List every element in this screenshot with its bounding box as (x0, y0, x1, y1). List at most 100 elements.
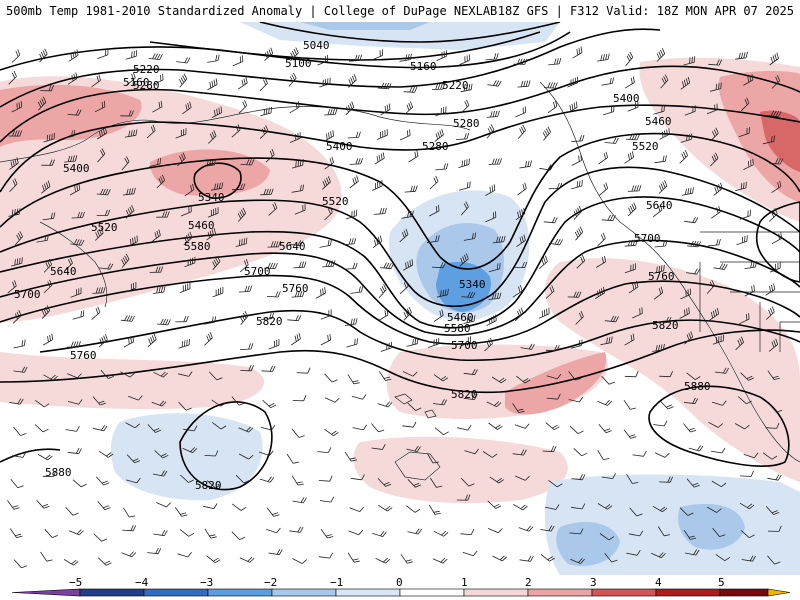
wind-barb (624, 239, 638, 247)
wind-barb (431, 261, 446, 269)
wind-barb (771, 75, 781, 89)
anomaly-map: 5040 5100 5160 5160 5220 5220 5280 5280 … (0, 22, 800, 575)
wind-barb (11, 49, 21, 63)
contour-label: 5640 (50, 265, 77, 278)
wind-barb (545, 422, 560, 431)
wind-barb (545, 285, 555, 299)
wind-barb (374, 152, 385, 165)
colorbar-tick: −2 (264, 576, 277, 589)
wind-barb (739, 313, 750, 325)
contour-label: 5760 (648, 270, 675, 283)
colorbar-tick-labels: −5 −4 −3 −2 −1 0 1 2 3 4 5 (69, 576, 725, 589)
wind-barb (512, 285, 523, 298)
colorbar-swatch (143, 588, 209, 597)
wind-barb (487, 528, 503, 534)
wind-barb (260, 188, 274, 196)
wind-barb (122, 525, 137, 532)
wind-barb (762, 135, 775, 145)
wind-barb (595, 255, 606, 268)
wind-barb (519, 555, 534, 562)
wind-barb (15, 231, 23, 246)
wind-barb (654, 155, 667, 164)
wind-barb (741, 555, 756, 562)
wind-barb (8, 70, 17, 85)
wind-barb (706, 279, 715, 294)
wind-barb (288, 72, 297, 87)
wind-barb (461, 291, 476, 298)
wind-barb (290, 47, 299, 62)
wind-barb (597, 53, 610, 62)
wind-barb (679, 149, 688, 164)
wind-barb (734, 423, 750, 430)
wind-barb (372, 530, 387, 537)
wind-barb (97, 557, 112, 566)
wind-barb (600, 336, 613, 346)
wind-barb (289, 101, 300, 114)
wind-barb (433, 374, 449, 382)
wind-barb (570, 558, 585, 564)
wind-barb (652, 505, 668, 513)
wind-barb (9, 178, 18, 193)
wind-barb (625, 51, 634, 66)
wind-barb (436, 288, 449, 298)
wind-barb (491, 376, 507, 384)
wind-barb (120, 315, 135, 322)
contour-label: 5220 (133, 63, 160, 76)
wind-barb (296, 367, 311, 374)
wind-barb (624, 76, 635, 89)
wind-barb (178, 73, 188, 88)
wind-barb (211, 106, 223, 118)
wind-barb (63, 129, 76, 139)
wind-barb (176, 57, 191, 64)
map-title: 500mb Temp 1981-2010 Standardized Anomal… (6, 4, 498, 18)
wind-barb (571, 134, 585, 142)
wind-barb (152, 100, 163, 113)
colorbar-tick: 1 (461, 576, 468, 589)
wind-barb (597, 232, 606, 247)
wind-barb (265, 148, 275, 163)
wind-barb (680, 133, 693, 143)
wind-barb (212, 422, 227, 430)
contour-label: 5760 (70, 349, 97, 362)
wind-barb (260, 312, 274, 320)
wind-barb (542, 445, 557, 453)
wind-barb (348, 529, 364, 536)
wind-barb (9, 528, 23, 538)
colorbar-tick: −1 (330, 576, 343, 589)
wind-barb (206, 555, 221, 564)
wind-barb (208, 130, 217, 144)
wind-barb (292, 497, 307, 504)
wind-barb (407, 479, 422, 488)
wind-barb (92, 425, 108, 432)
wind-barb (660, 400, 674, 410)
wind-barb (347, 552, 360, 563)
wind-barb (70, 238, 85, 246)
wind-barb (287, 314, 302, 322)
wind-barb (91, 306, 101, 320)
wind-barb (128, 395, 143, 401)
wind-barb (291, 290, 305, 298)
wind-barb (735, 181, 747, 192)
wind-barb (348, 74, 357, 88)
wind-barb (378, 284, 387, 299)
wind-barb (571, 180, 583, 190)
wind-barb (543, 217, 558, 224)
wind-barb (347, 374, 360, 385)
contour-label: 5160 (410, 60, 437, 73)
wind-barb (231, 531, 246, 540)
wind-barb (235, 474, 250, 484)
contour-label: 5700 (634, 232, 661, 245)
wind-barb (659, 476, 673, 483)
wind-barb (435, 163, 449, 171)
wind-barb (513, 261, 528, 268)
wind-barb (601, 77, 614, 86)
colorbar-tick: 5 (718, 576, 725, 589)
wind-barb (652, 204, 663, 218)
wind-barb (345, 101, 355, 115)
contour-label: 5820 (652, 319, 679, 332)
contour-label: 5100 (285, 57, 312, 70)
wind-barb (203, 159, 216, 167)
wind-barb (348, 54, 363, 62)
wind-barb (767, 474, 782, 481)
